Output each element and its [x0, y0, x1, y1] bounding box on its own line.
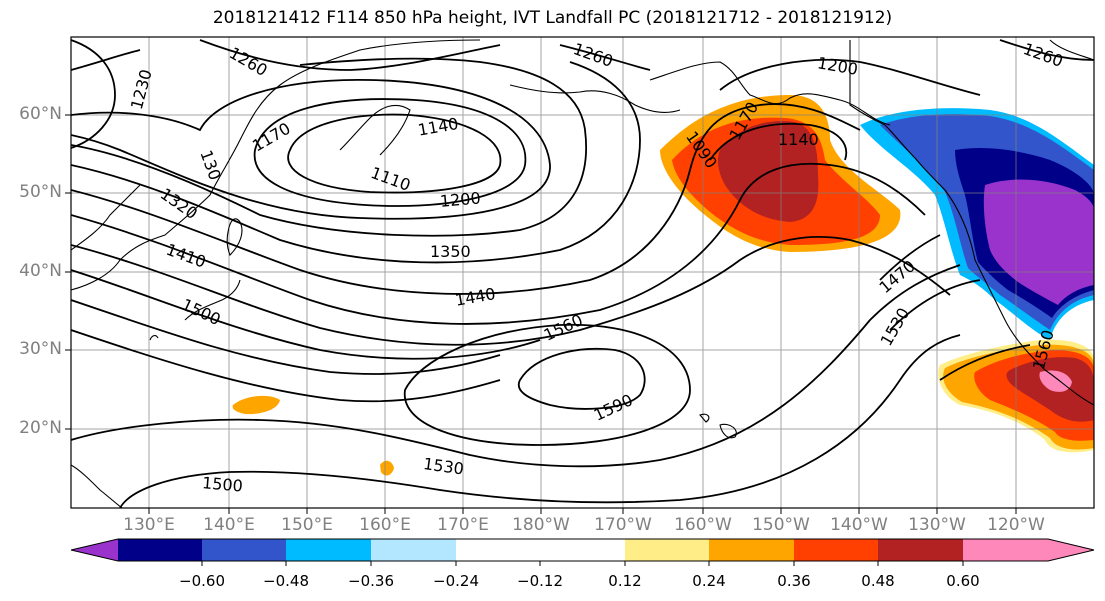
- lon-label: 170°W: [594, 515, 652, 535]
- lon-label: 130°W: [908, 515, 966, 535]
- colorbar-swatch: [794, 539, 878, 561]
- ivt-positive-region-north: [660, 95, 901, 252]
- map-title: 2018121412 F114 850 hPa height, IVT Land…: [212, 8, 893, 28]
- lon-label: 150°E: [281, 515, 333, 535]
- lon-label: 140°W: [830, 515, 888, 535]
- contour-label: 1140: [778, 130, 819, 149]
- colorbar-swatch: [963, 539, 1048, 561]
- lon-label: 130°E: [123, 515, 175, 535]
- axis-ticks: [65, 114, 1017, 514]
- lat-label: 30°N: [19, 339, 62, 359]
- colorbar-swatch: [709, 539, 794, 561]
- colorbar: [70, 538, 1095, 566]
- ivt-blob-west: [232, 395, 280, 415]
- colorbar-tick-label: −0.36: [348, 572, 394, 590]
- colorbar-swatch: [71, 539, 118, 561]
- colorbar-swatch: [118, 539, 202, 561]
- lon-label: 140°E: [203, 515, 255, 535]
- colorbar-swatch: [878, 539, 963, 561]
- colorbar-tick-label: 0.12: [608, 572, 642, 590]
- contour-label: 1350: [430, 242, 471, 261]
- colorbar-swatch: [371, 539, 456, 561]
- colorbar-swatch: [625, 539, 709, 561]
- ivt-negative-region: [860, 108, 1094, 340]
- lon-label: 150°W: [752, 515, 810, 535]
- ivt-blob-central: [380, 460, 394, 476]
- colorbar-tick-label: −0.48: [263, 572, 309, 590]
- lon-label: 120°W: [987, 515, 1045, 535]
- colorbar-swatch: [456, 539, 540, 561]
- lat-label: 40°N: [19, 261, 62, 281]
- colorbar-tick-label: −0.12: [517, 572, 563, 590]
- colorbar-tick-label: 0.48: [861, 572, 895, 590]
- colorbar-swatch: [202, 539, 286, 561]
- lat-label: 20°N: [19, 418, 62, 438]
- colorbar-tick-label: 0.60: [946, 572, 980, 590]
- colorbar-tick-label: −0.24: [433, 572, 479, 590]
- lon-label: 160°W: [674, 515, 732, 535]
- colorbar-swatch: [1048, 539, 1094, 561]
- lon-label: 170°E: [437, 515, 489, 535]
- contour-label: 1500: [201, 473, 243, 495]
- lat-label: 50°N: [19, 182, 62, 202]
- coastlines: [71, 39, 1094, 508]
- colorbar-outline: [70, 538, 1095, 562]
- colorbar-tick-label: 0.36: [777, 572, 811, 590]
- height-contours: [71, 39, 1094, 508]
- contour-label: 1200: [439, 188, 481, 210]
- colorbar-tick-label: −0.60: [179, 572, 225, 590]
- lon-label: 160°E: [359, 515, 411, 535]
- lat-label: 60°N: [19, 104, 62, 124]
- colorbar-swatch: [286, 539, 371, 561]
- lon-label: 180°W: [512, 515, 570, 535]
- colorbar-swatch: [540, 539, 625, 561]
- colorbar-tick-label: 0.24: [692, 572, 726, 590]
